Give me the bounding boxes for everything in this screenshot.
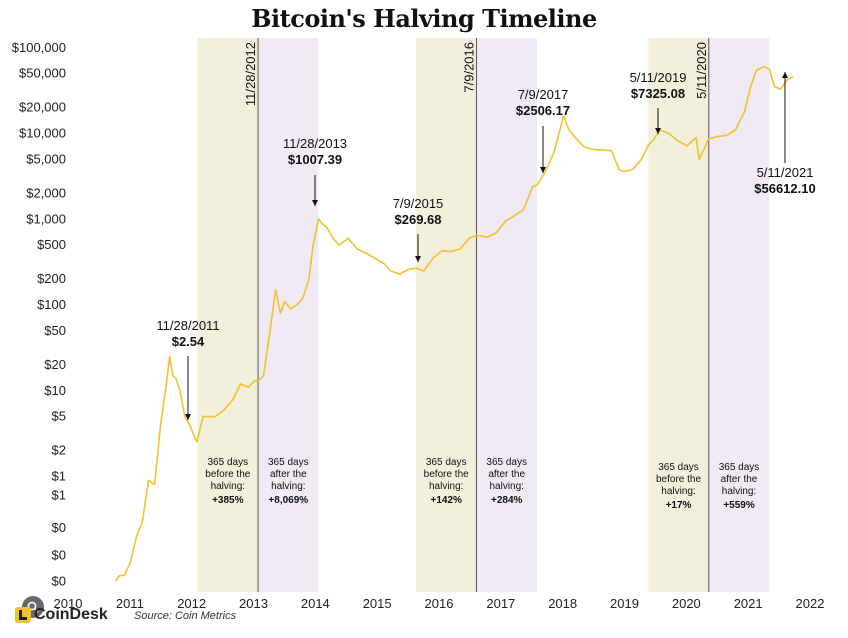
annotation-date-5: 5/11/2021 [757,165,814,180]
annotation-price-5: $56612.10 [754,181,815,196]
chart-title: Bitcoin's Halving Timeline [251,4,597,33]
source-note: Source: Coin Metrics [134,610,237,622]
brand-name: CoinDesk [34,606,108,623]
x-tick-label-10: 2020 [672,596,701,611]
y-tick-label-17: $20,000 [19,100,66,115]
x-tick-label-9: 2019 [610,596,639,611]
y-tick-label-7: $10 [44,383,66,398]
annotation-price-4: $7325.08 [631,86,685,101]
y-tick-label-14: $2,000 [26,185,66,200]
x-tick-label-6: 2016 [425,596,454,611]
x-tick-label-5: 2015 [363,596,392,611]
y-tick-label-3: $1 [52,488,66,503]
annotation-price-0: $2.54 [172,334,205,349]
band-note-line-3-2: halving: [489,481,523,492]
y-tick-label-6: $5 [52,409,66,424]
annotation-date-3: 7/9/2017 [518,87,569,102]
annotation-date-4: 5/11/2019 [630,70,687,85]
footer: CoinDesk Source: Coin Metrics [14,604,414,634]
band-note-line-2-1: before the [424,469,469,480]
y-tick-label-4: $1 [52,469,66,484]
coindesk-logo-icon [15,607,31,623]
annotation-date-0: 11/28/2011 [156,318,219,333]
y-tick-label-12: $500 [37,237,66,252]
y-tick-label-13: $1,000 [26,211,66,226]
band-note-line-0-1: before the [205,469,250,480]
y-tick-label-5: $2 [52,443,66,458]
band-note-line-5-0: 365 days [719,462,760,473]
band-note-value-5: +559% [723,500,755,511]
band-note-value-1: +8,069% [268,495,308,506]
y-tick-label-8: $20 [44,357,66,372]
y-tick-label-15: $5,000 [26,151,66,166]
chart-axes: $0 $0 $0 $1 $1 $2 $5 $10 $20 $50 $100 $200 $500 $1,00… [12,40,825,611]
band-note-value-2: +142% [430,495,462,506]
band-note-line-0-2: halving: [211,481,245,492]
halving-bands [197,38,770,592]
y-tick-label-10: $100 [37,297,66,312]
band-note-line-1-1: after the [270,469,307,480]
annotation-price-1: $1007.39 [288,152,342,167]
annotation-arrowhead-0 [185,414,191,420]
halving-line-label-1: 7/9/2016 [461,42,476,93]
annotation-price-3: $2506.17 [516,103,570,118]
band-note-line-2-0: 365 days [426,457,467,468]
annotation-date-2: 7/9/2015 [393,196,444,211]
price-series [114,66,794,582]
x-tick-label-11: 2021 [734,596,763,611]
y-tick-label-9: $50 [44,323,66,338]
annotation-arrowhead-2 [415,256,421,262]
x-tick-label-1: 2011 [116,596,144,611]
annotations: 11/28/2011$2.54 11/28/2013$1007.39 7/9/201… [156,70,816,420]
band-note-line-5-1: after the [721,474,758,485]
band-note-line-4-0: 365 days [658,462,699,473]
band-note-value-3: +284% [491,495,523,506]
halving-line-label-0: 11/28/2012 [243,42,258,106]
y-tick-label-2: $0 [52,520,66,535]
x-tick-label-4: 2014 [301,596,330,611]
band-note-line-1-2: halving: [271,481,305,492]
band-note-line-5-2: halving: [722,486,756,497]
halving-band-1 [258,38,319,592]
annotation-arrowhead-5 [782,72,788,78]
y-tick-label-18: $50,000 [19,66,66,81]
band-note-line-4-2: halving: [661,486,695,497]
annotation-arrowhead-4 [655,128,661,134]
x-tick-label-2: 2012 [177,596,206,611]
x-tick-label-7: 2017 [486,596,515,611]
band-note-line-4-1: before the [656,474,701,485]
halving-band-2 [415,38,477,592]
halving-line-label-2: 5/11/2020 [694,42,709,99]
y-tick-label-11: $200 [37,271,66,286]
x-tick-label-8: 2018 [548,596,577,611]
price-line [114,66,794,582]
y-tick-label-19: $100,000 [12,40,66,55]
halving-lines: 11/28/2012 7/9/2016 5/11/2020 [243,38,710,592]
y-tick-label-1: $0 [52,547,66,562]
band-note-value-4: +17% [666,500,692,511]
y-tick-label-0: $0 [52,573,66,588]
band-note-line-3-1: after the [488,469,525,480]
annotation-arrowhead-1 [312,200,318,206]
band-note-line-2-2: halving: [429,481,463,492]
band-note-value-0: +385% [212,495,244,506]
x-tick-label-0: 2010 [54,596,83,611]
band-note-line-1-0: 365 days [268,457,309,468]
annotation-arrowhead-3 [540,167,546,173]
halving-band-3 [476,38,537,592]
halving-band-5 [708,38,770,592]
band-note-line-0-0: 365 days [208,457,249,468]
x-tick-label-3: 2013 [239,596,268,611]
y-tick-label-16: $10,000 [19,126,66,141]
annotation-date-1: 11/28/2013 [283,136,347,151]
halving-band-0 [197,38,259,592]
annotation-price-2: $269.68 [395,212,442,227]
x-tick-label-12: 2022 [796,596,825,611]
band-note-line-3-0: 365 days [486,457,527,468]
